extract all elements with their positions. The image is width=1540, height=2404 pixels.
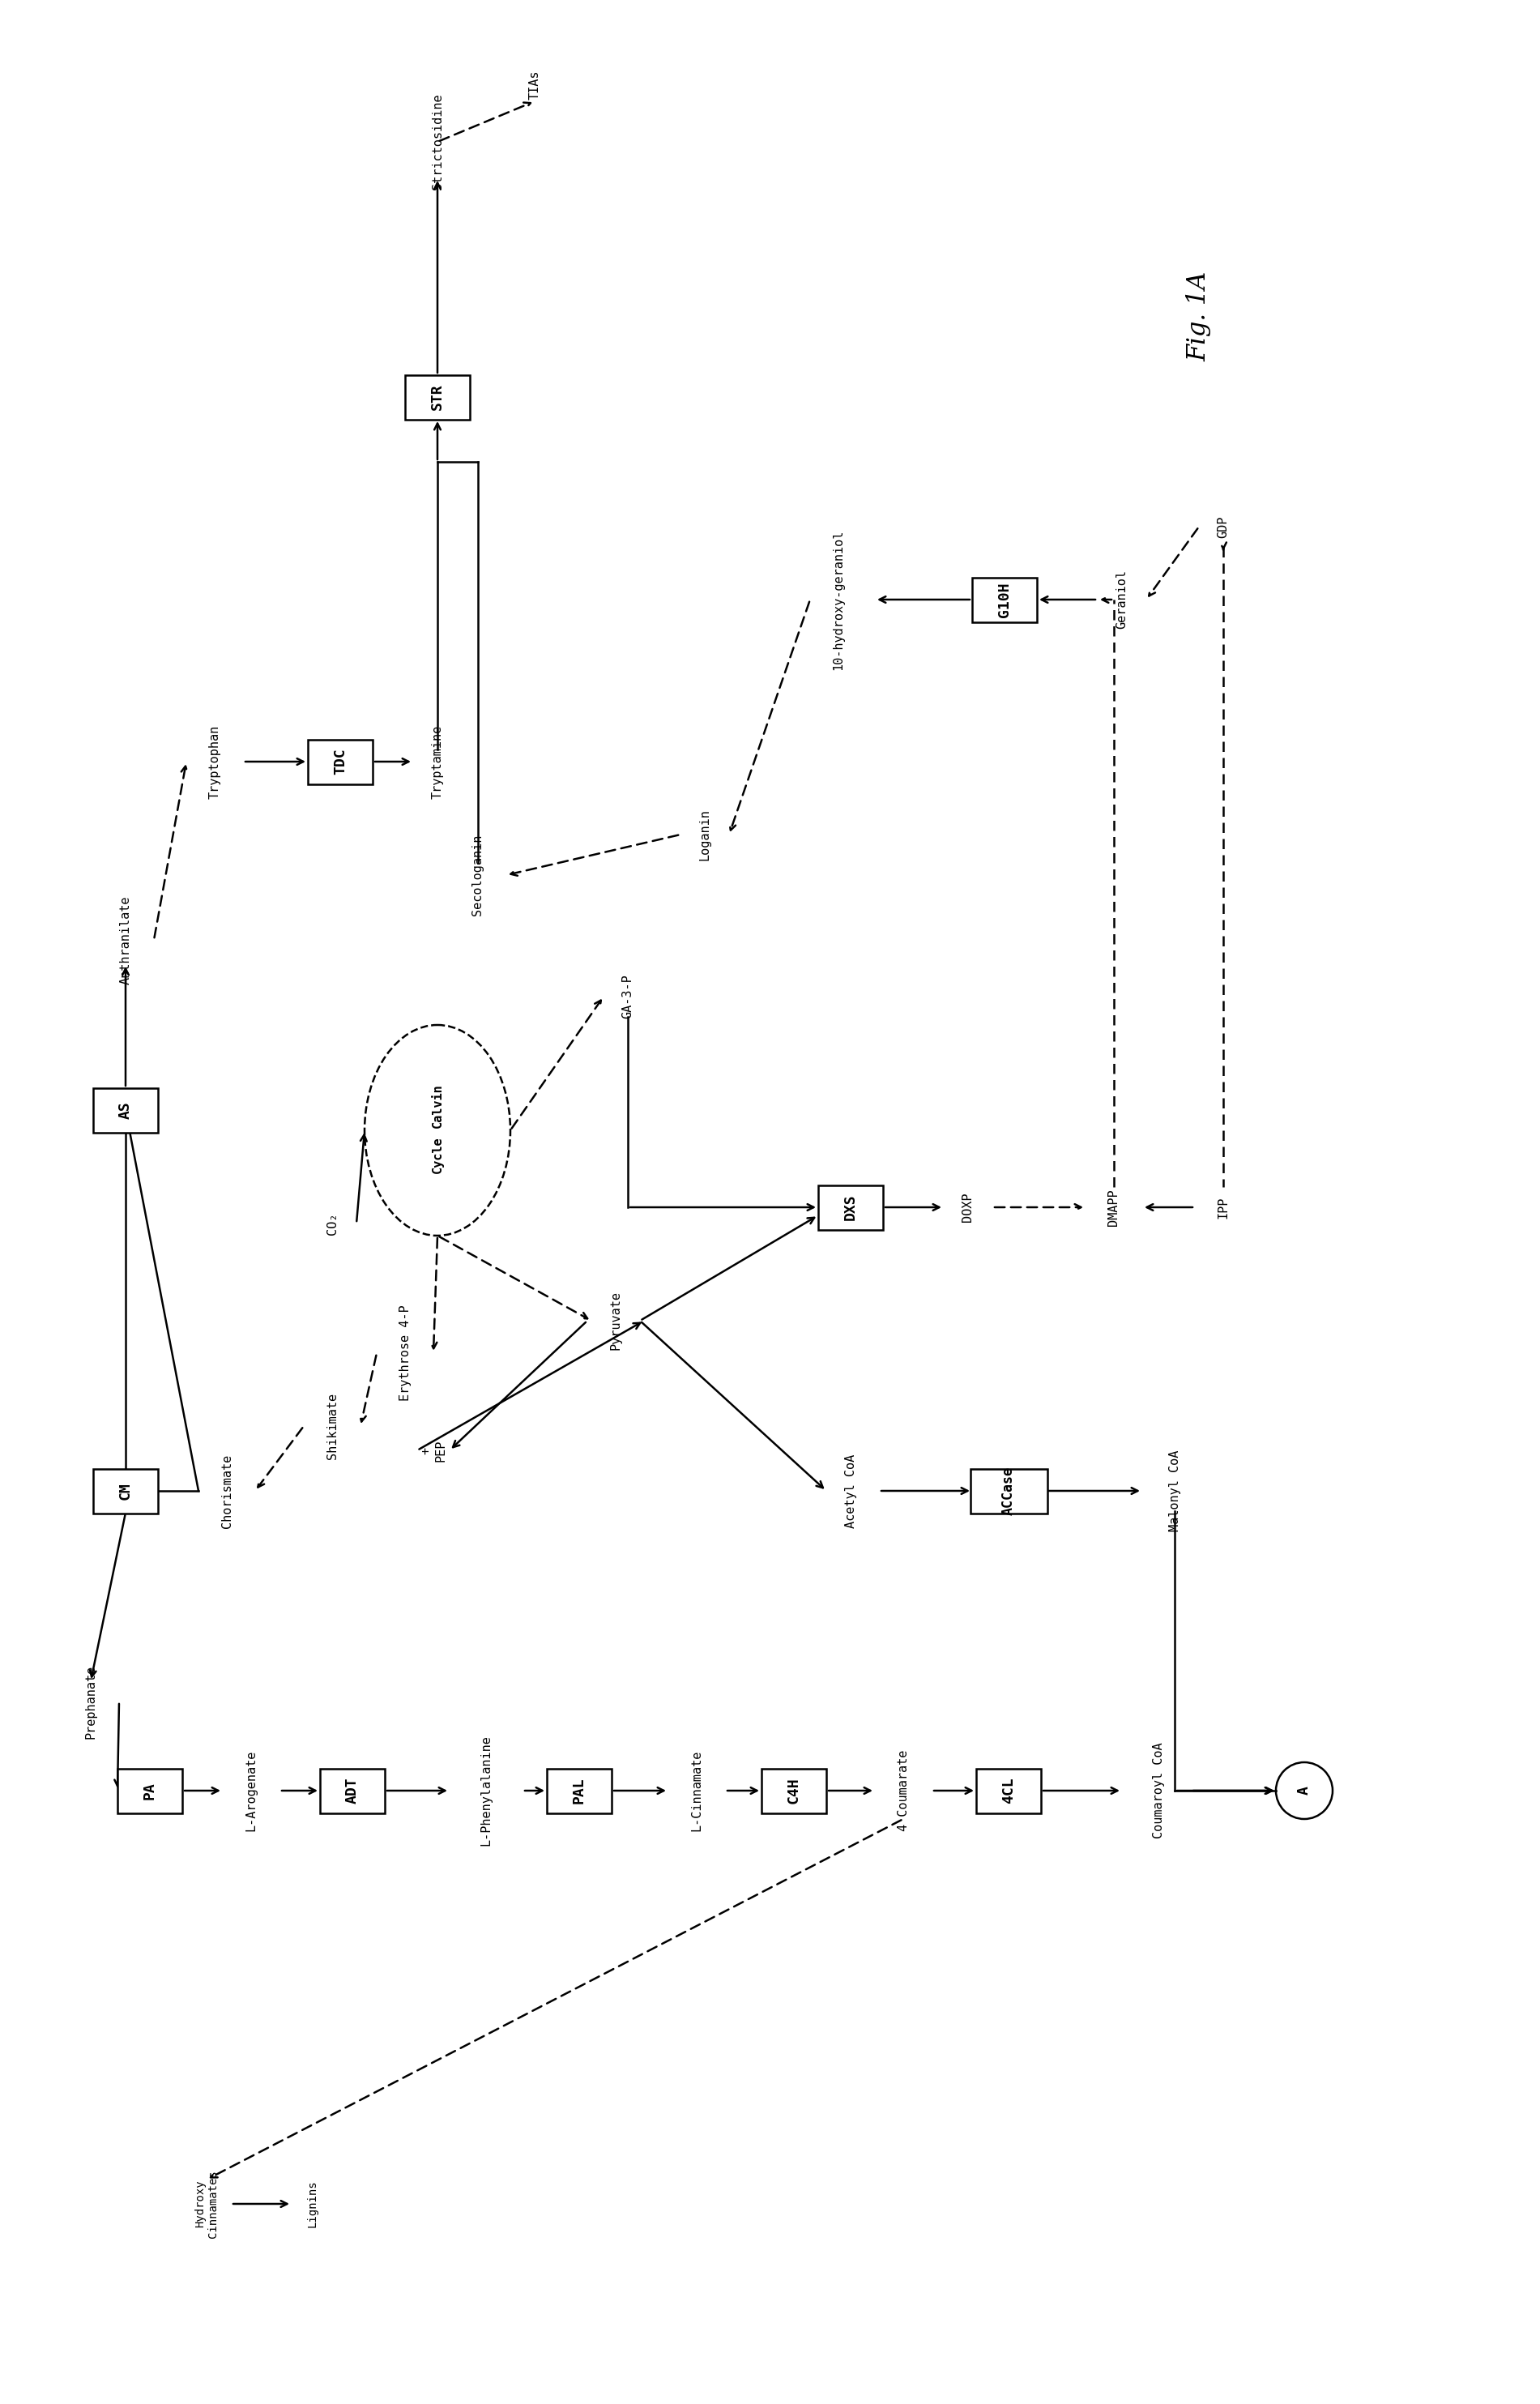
Text: Secologanin: Secologanin bbox=[471, 834, 484, 916]
FancyBboxPatch shape bbox=[308, 740, 373, 784]
Text: GDP: GDP bbox=[1217, 514, 1229, 538]
Text: ACCase: ACCase bbox=[1001, 1466, 1016, 1515]
Text: Loganin: Loganin bbox=[699, 808, 711, 861]
FancyBboxPatch shape bbox=[92, 1087, 159, 1132]
Text: Lignins: Lignins bbox=[306, 2180, 317, 2229]
Text: PA: PA bbox=[143, 1781, 157, 1801]
Text: 4 Coumarate: 4 Coumarate bbox=[898, 1750, 909, 1832]
Text: Cycle: Cycle bbox=[431, 1137, 444, 1173]
Text: GA-3-P: GA-3-P bbox=[622, 974, 634, 1019]
FancyBboxPatch shape bbox=[117, 1769, 182, 1813]
Text: Chorismate: Chorismate bbox=[220, 1454, 233, 1529]
Text: Geraniol: Geraniol bbox=[1116, 570, 1129, 630]
Text: IPP: IPP bbox=[1217, 1197, 1229, 1219]
Text: C4H: C4H bbox=[787, 1777, 801, 1803]
Text: CO₂: CO₂ bbox=[326, 1212, 339, 1236]
Text: Malonyl CoA: Malonyl CoA bbox=[1169, 1450, 1181, 1531]
Text: STR: STR bbox=[430, 385, 445, 411]
Text: TDC: TDC bbox=[333, 748, 348, 774]
Text: Anthranilate: Anthranilate bbox=[120, 897, 131, 983]
Text: Strictosidine: Strictosidine bbox=[431, 94, 444, 190]
Text: Erythrose 4-P: Erythrose 4-P bbox=[399, 1305, 411, 1402]
Text: 10-hydroxy-geraniol: 10-hydroxy-geraniol bbox=[833, 529, 844, 671]
Text: Shikimate: Shikimate bbox=[326, 1392, 339, 1459]
Text: DMAPP: DMAPP bbox=[1107, 1190, 1120, 1226]
FancyBboxPatch shape bbox=[92, 1469, 159, 1512]
Text: Pyruvate: Pyruvate bbox=[610, 1291, 622, 1351]
FancyBboxPatch shape bbox=[405, 375, 470, 418]
Text: PAL: PAL bbox=[571, 1777, 587, 1803]
Text: DXS: DXS bbox=[844, 1195, 858, 1221]
Text: L-Phenylalanine: L-Phenylalanine bbox=[480, 1736, 493, 1846]
Text: CM: CM bbox=[119, 1481, 132, 1500]
FancyBboxPatch shape bbox=[818, 1185, 882, 1228]
Text: DOXP: DOXP bbox=[962, 1192, 975, 1221]
Text: Tryptamine: Tryptamine bbox=[431, 724, 444, 798]
FancyBboxPatch shape bbox=[972, 577, 1036, 623]
Text: AS: AS bbox=[119, 1101, 132, 1118]
Text: A: A bbox=[1297, 1786, 1312, 1796]
Text: Fig. 1A: Fig. 1A bbox=[1186, 272, 1212, 361]
Text: Tryptophan: Tryptophan bbox=[208, 724, 220, 798]
Text: 4CL: 4CL bbox=[1001, 1777, 1016, 1803]
FancyBboxPatch shape bbox=[320, 1769, 385, 1813]
FancyBboxPatch shape bbox=[547, 1769, 611, 1813]
FancyBboxPatch shape bbox=[970, 1469, 1047, 1512]
Text: Coumaroyl CoA: Coumaroyl CoA bbox=[1152, 1743, 1164, 1839]
Text: L-Arogenate: L-Arogenate bbox=[245, 1750, 257, 1832]
Text: Acetyl CoA: Acetyl CoA bbox=[844, 1454, 856, 1529]
Text: G10H: G10H bbox=[998, 582, 1012, 618]
Text: Hydroxy
Cinnamates: Hydroxy Cinnamates bbox=[194, 2171, 219, 2238]
Text: TIAs: TIAs bbox=[528, 70, 541, 101]
FancyBboxPatch shape bbox=[761, 1769, 827, 1813]
Text: Calvin: Calvin bbox=[431, 1084, 444, 1127]
Text: Prephanate: Prephanate bbox=[85, 1664, 97, 1738]
Ellipse shape bbox=[365, 1024, 510, 1236]
Text: +
PEP: + PEP bbox=[420, 1440, 447, 1462]
Text: L-Cinnamate: L-Cinnamate bbox=[690, 1750, 702, 1832]
Text: ADT: ADT bbox=[345, 1777, 360, 1803]
FancyBboxPatch shape bbox=[976, 1769, 1041, 1813]
